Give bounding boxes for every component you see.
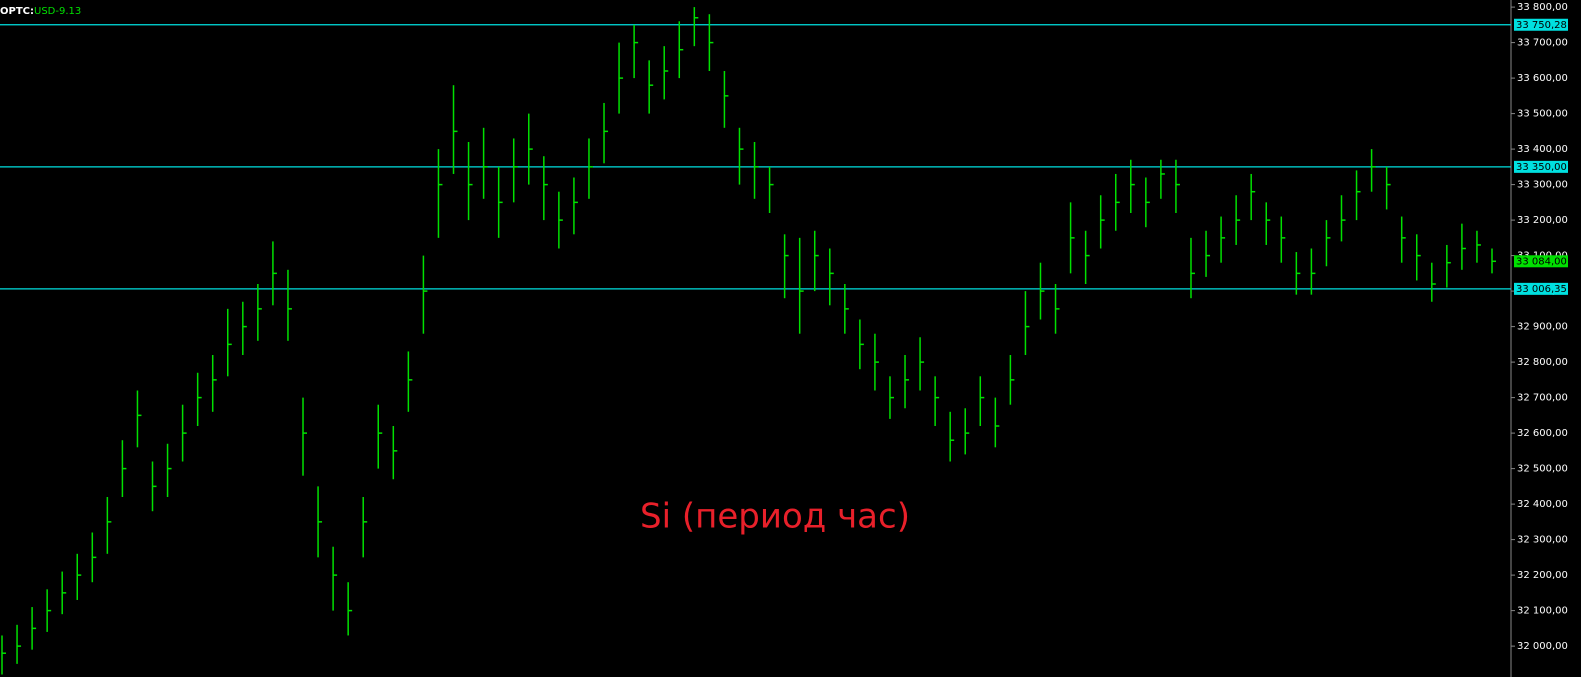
level-label-bg — [1514, 18, 1568, 31]
y-tick-label: 33 800,00 — [1517, 2, 1568, 13]
y-tick-label: 32 900,00 — [1517, 322, 1568, 333]
last-price-label: 33 084,00 — [1516, 256, 1567, 267]
y-tick-label: 32 600,00 — [1517, 428, 1568, 439]
y-tick-label: 32 200,00 — [1517, 570, 1568, 581]
y-tick-label: 32 000,00 — [1517, 641, 1568, 652]
annotation: Si (период час) — [640, 497, 910, 537]
symbol-value: USD-9.13 — [34, 6, 81, 17]
y-tick-label: 32 700,00 — [1517, 393, 1568, 404]
y-tick-label: 32 800,00 — [1517, 357, 1568, 368]
y-tick-label: 33 200,00 — [1517, 215, 1568, 226]
level-label-bg — [1514, 282, 1568, 295]
y-tick-label: 32 300,00 — [1517, 535, 1568, 546]
y-tick-label: 33 300,00 — [1517, 180, 1568, 191]
y-tick-label: 33 700,00 — [1517, 38, 1568, 49]
level-label: 33 350,00 — [1516, 162, 1567, 173]
y-tick-label: 33 400,00 — [1517, 144, 1568, 155]
level-label: 33 006,35 — [1516, 284, 1567, 295]
y-tick-label: 32 500,00 — [1517, 464, 1568, 475]
level-label: 33 750,28 — [1516, 20, 1567, 31]
symbol: OPTC: — [0, 6, 34, 17]
y-tick-label: 32 400,00 — [1517, 499, 1568, 510]
level-label-bg — [1514, 160, 1568, 173]
y-tick-label: 32 100,00 — [1517, 606, 1568, 617]
y-tick-label: 33 500,00 — [1517, 109, 1568, 120]
last-price-bg — [1514, 255, 1568, 268]
y-tick-label: 33 600,00 — [1517, 73, 1568, 84]
